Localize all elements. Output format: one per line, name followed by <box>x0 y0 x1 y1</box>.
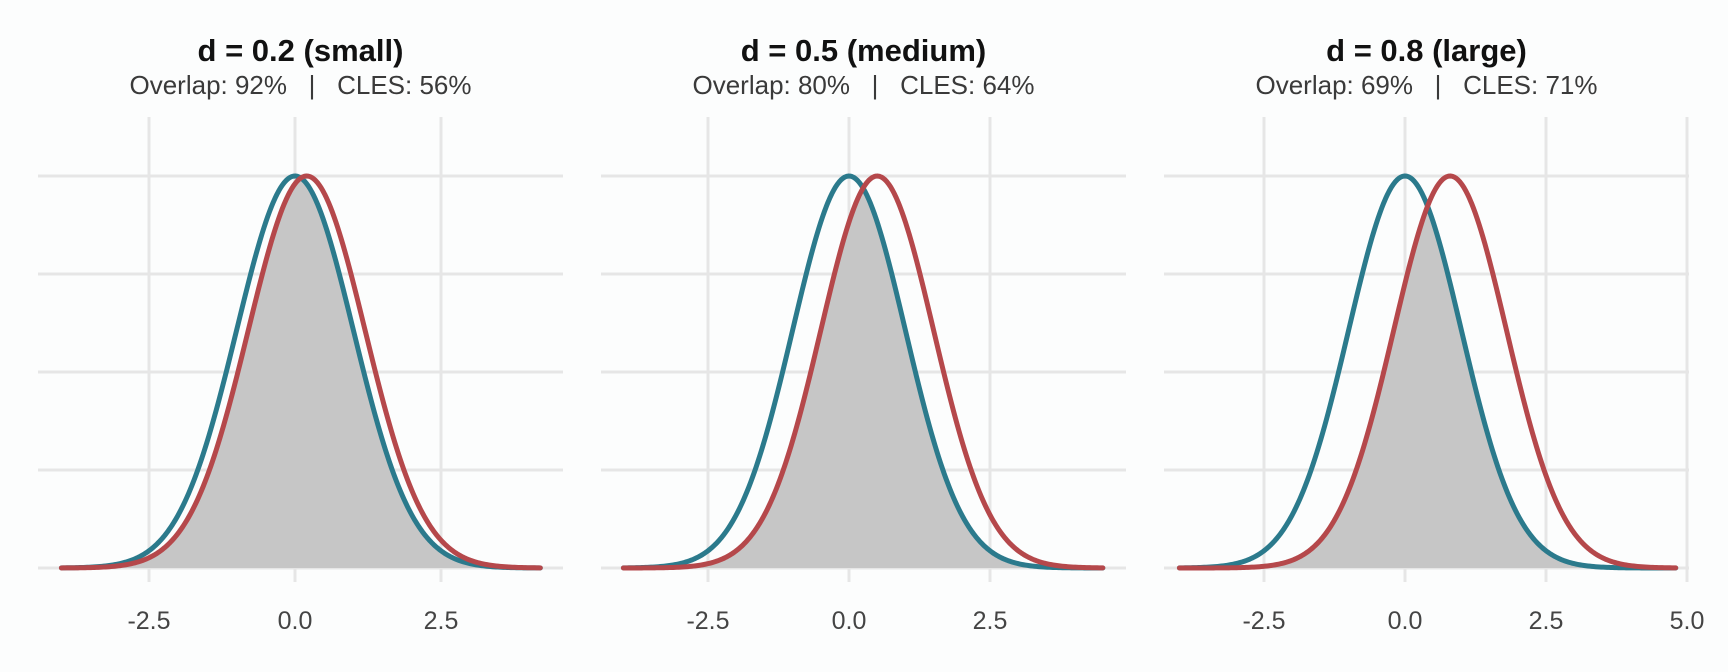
x-tick-label: -2.5 <box>127 607 170 635</box>
x-tick-label: -2.5 <box>686 607 729 635</box>
plot-area: -2.5 0.0 2.5 <box>38 117 563 635</box>
x-tick-label: 0.0 <box>832 607 867 635</box>
panel-subtitle: Overlap: 80% | CLES: 64% <box>692 70 1034 100</box>
panel-title: d = 0.2 (small) <box>198 33 404 68</box>
panel-medium: d = 0.5 (medium) Overlap: 80% | CLES: 64… <box>601 33 1126 635</box>
density-curve-group-2 <box>58 173 543 571</box>
x-tick-label: 5.0 <box>1670 607 1705 635</box>
x-tick-label: 2.5 <box>424 607 459 635</box>
overlap-area <box>1179 206 1676 568</box>
panel-small: d = 0.2 (small) Overlap: 92% | CLES: 56%… <box>38 33 563 635</box>
x-tick-label: 2.5 <box>973 607 1008 635</box>
panel-large: d = 0.8 (large) Overlap: 69% | CLES: 71%… <box>1164 33 1704 635</box>
x-tick-label: 2.5 <box>1529 607 1564 635</box>
x-tick-label: -2.5 <box>1242 607 1285 635</box>
overlap-area <box>623 188 1103 568</box>
density-curve-group-2 <box>620 173 1106 571</box>
panel-title: d = 0.8 (large) <box>1326 33 1527 68</box>
panel-subtitle: Overlap: 69% | CLES: 71% <box>1255 70 1597 100</box>
plot-area: -2.5 0.0 2.5 <box>601 117 1126 635</box>
plot-area: -2.5 0.0 2.5 5.0 <box>1164 117 1704 635</box>
density-curve-group-2 <box>1176 173 1679 571</box>
x-tick-label: 0.0 <box>278 607 313 635</box>
x-tick-label: 0.0 <box>1388 607 1423 635</box>
panel-subtitle: Overlap: 92% | CLES: 56% <box>129 70 471 100</box>
panel-title: d = 0.5 (medium) <box>741 33 986 68</box>
overlap-area <box>61 177 541 568</box>
